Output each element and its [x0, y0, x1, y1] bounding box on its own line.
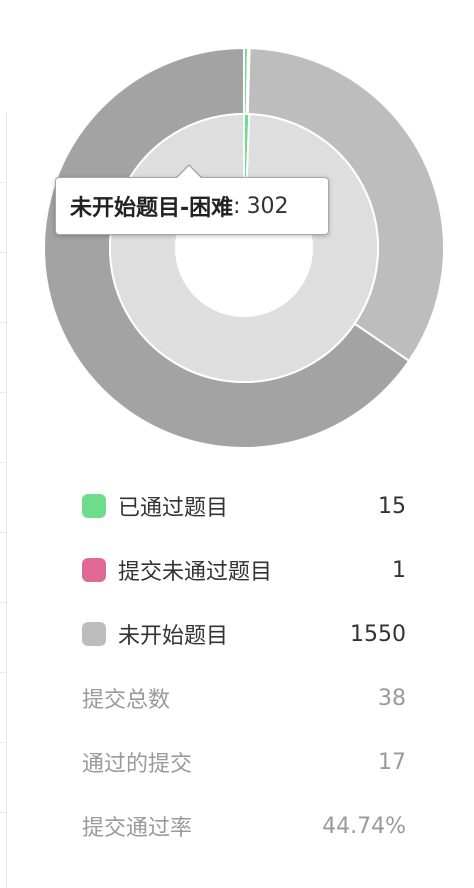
legend-label: 已通过题目 [118, 496, 229, 521]
legend-value: 1550 [350, 621, 406, 647]
legend-item-submitted-not-passed[interactable]: 提交未通过题目 1 [82, 538, 406, 602]
stat-value: 44.74% [322, 813, 406, 839]
legend-swatch-not-started [82, 622, 106, 646]
legend-value: 1 [392, 557, 406, 583]
stat-label: 提交通过率 [82, 816, 193, 841]
stat-value: 38 [378, 685, 406, 711]
stat-value: 17 [378, 749, 406, 775]
legend-label: 提交未通过题目 [118, 560, 273, 585]
chart-legend: 已通过题目 15 提交未通过题目 1 未开始题目 1550 提交总数 38 通过… [82, 474, 406, 858]
legend-label: 未开始题目 [118, 624, 229, 649]
left-panel-edge [0, 112, 7, 888]
nested-donut-chart[interactable] [0, 0, 474, 470]
stat-total-submissions: 提交总数 38 [82, 666, 406, 730]
stat-label: 通过的提交 [82, 752, 193, 777]
legend-swatch-passed [82, 494, 106, 518]
tooltip-value: 302 [246, 193, 289, 219]
stat-label: 提交总数 [82, 688, 171, 713]
legend-item-not-started[interactable]: 未开始题目 1550 [82, 602, 406, 666]
legend-value: 15 [378, 493, 406, 519]
legend-swatch-failed [82, 558, 106, 582]
tooltip-separator: : [233, 193, 241, 219]
stat-acceptance-rate: 提交通过率 44.74% [82, 794, 406, 858]
chart-tooltip: 未开始题目-困难 : 302 [55, 177, 329, 235]
tooltip-series-name: 未开始题目-困难 [70, 196, 234, 221]
tooltip-caret-fill [177, 166, 201, 178]
stat-accepted-submissions: 通过的提交 17 [82, 730, 406, 794]
legend-item-passed[interactable]: 已通过题目 15 [82, 474, 406, 538]
